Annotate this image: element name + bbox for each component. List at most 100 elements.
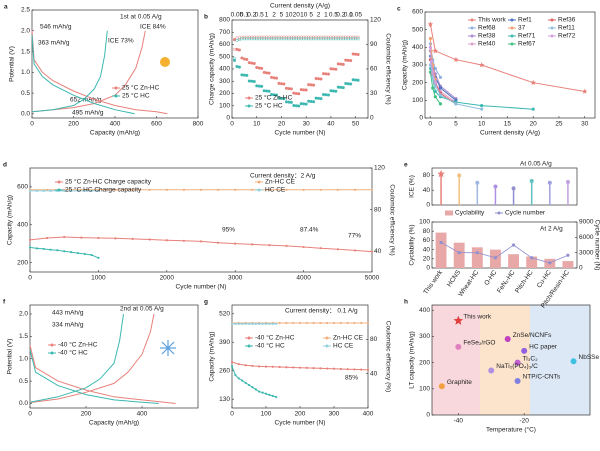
point <box>480 107 484 111</box>
point <box>429 59 433 64</box>
x-tick-label: 0 <box>230 411 234 418</box>
point <box>565 180 570 185</box>
point <box>232 38 236 42</box>
point <box>265 71 269 75</box>
point <box>271 365 274 368</box>
region-low <box>432 305 480 415</box>
y-tick-label: 500 <box>412 26 423 33</box>
x-tick-label: 10 <box>478 121 486 128</box>
point <box>267 71 271 75</box>
ce-point <box>232 47 237 51</box>
point <box>56 249 59 252</box>
point-label: FeSe₂/rGO <box>463 340 495 347</box>
point <box>63 250 66 253</box>
y-tick-label: 60 <box>423 237 431 244</box>
point <box>339 321 342 325</box>
point <box>366 321 370 325</box>
series-line <box>429 24 585 92</box>
x-tick-label: 20 <box>278 121 286 128</box>
point <box>148 238 151 241</box>
point <box>428 36 433 41</box>
panel-label: a <box>4 4 8 11</box>
point <box>255 66 259 70</box>
y-tick-label: 100 <box>412 97 423 104</box>
y-axis-label: LT capacity (mAh/g) <box>409 331 416 389</box>
panel-label: g <box>204 299 208 306</box>
y-tick-label: 600 <box>412 9 423 16</box>
point <box>566 253 570 257</box>
x-tick-label: 40 <box>327 121 335 128</box>
point <box>431 86 435 90</box>
point <box>504 336 511 343</box>
y-tick-label: 200 <box>419 359 430 366</box>
panel-label: c <box>397 6 401 13</box>
point <box>427 21 434 27</box>
point <box>63 235 66 239</box>
point <box>241 379 244 382</box>
point <box>49 189 52 192</box>
legend-label: Ref38 <box>478 33 496 40</box>
legend-marker <box>257 188 261 192</box>
x-tick-label: 30 <box>303 121 311 128</box>
point <box>250 79 254 83</box>
legend-marker <box>57 180 61 184</box>
point <box>547 180 552 185</box>
point <box>247 79 251 83</box>
point <box>255 84 259 88</box>
point <box>475 180 480 185</box>
y2-tick-label: 40 <box>374 248 382 255</box>
point-label: Graphite <box>447 379 472 386</box>
point <box>312 100 316 104</box>
point <box>90 253 93 257</box>
point <box>321 92 325 96</box>
point <box>268 244 271 247</box>
top-label: 1 <box>324 12 328 19</box>
point <box>285 321 288 325</box>
annotation: 77% <box>348 233 361 240</box>
point <box>277 96 281 100</box>
point <box>351 78 355 82</box>
point <box>294 92 298 95</box>
point-label: ZnSe/NCNFs <box>513 332 552 339</box>
annotation: 495 mAh/g <box>72 110 104 117</box>
point <box>271 322 274 325</box>
point-label: NaTi₂(PO₄)₃/C <box>496 363 538 370</box>
point <box>480 104 484 108</box>
legend-label: This work <box>478 17 507 24</box>
point <box>326 367 329 370</box>
point <box>289 87 293 91</box>
legend-label: Ref1 <box>518 17 532 24</box>
x-tick-label: 5000 <box>365 275 380 282</box>
point <box>264 322 268 325</box>
y2-tick-label: 0 <box>579 265 583 272</box>
point <box>230 322 234 325</box>
panel-label: f <box>3 299 6 306</box>
subtitle: At 2 A/g <box>540 226 563 233</box>
legend-label: 25 °C Zn-HC <box>122 84 160 92</box>
point <box>252 79 256 83</box>
series-line <box>429 47 436 83</box>
point <box>346 321 349 325</box>
point <box>80 188 83 191</box>
point-label: This work <box>463 313 492 320</box>
point <box>317 77 321 81</box>
y-axis-label: Capacity (mAh/g) <box>7 195 14 245</box>
y-tick-label: 130 <box>219 396 230 403</box>
point <box>247 322 251 325</box>
point <box>332 367 336 370</box>
ce-point <box>356 37 360 41</box>
point <box>354 78 358 82</box>
point <box>284 100 288 104</box>
point <box>97 189 100 192</box>
point <box>254 388 257 391</box>
annotation: 443 mAh/g <box>52 310 84 317</box>
y2-tick-label: 40 <box>370 370 378 377</box>
y-tick-label: 0.0 <box>21 111 30 118</box>
point <box>240 56 244 60</box>
point <box>76 251 79 255</box>
legend-label: 25 °C HC Charge capacity <box>65 186 142 194</box>
point <box>272 93 276 97</box>
x-tick-label: 0 <box>30 121 34 128</box>
y-tick-label: 100 <box>419 386 430 393</box>
